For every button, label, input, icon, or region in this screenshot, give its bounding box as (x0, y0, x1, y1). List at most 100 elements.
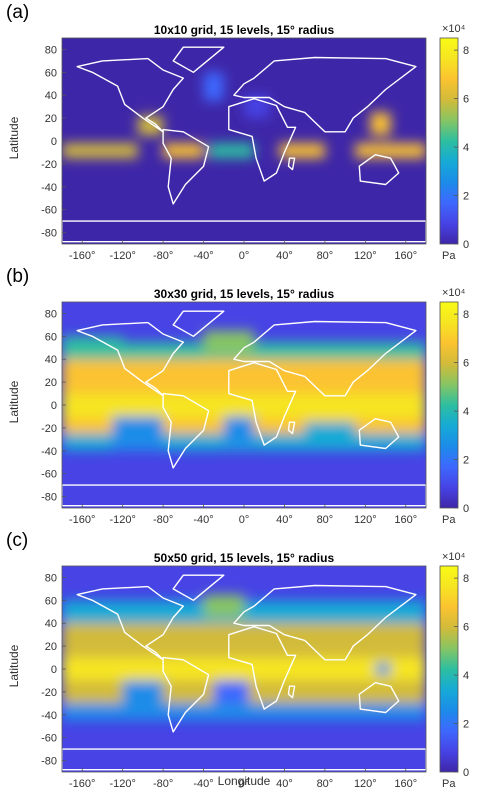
coastline (287, 421, 296, 435)
heatmap-svg: 80 60 40 20 0 -20 -40 -60 -80 -160° -120° -80° -40° 0… (41, 23, 469, 262)
colorbar (439, 565, 459, 773)
y-tick-label: 80 (45, 308, 57, 320)
x-tick-label: 40° (276, 778, 293, 790)
coastline (172, 310, 225, 337)
y-tick-label: -40 (41, 710, 57, 722)
y-tick-label: 60 (45, 67, 57, 79)
y-tick-label: -20 (41, 687, 57, 699)
heatmap-region (304, 422, 356, 446)
colorbar-tick-label: 8 (463, 573, 469, 585)
colorbar-tick-label: 2 (463, 191, 469, 203)
chart-title: 50x50 grid, 15 levels, 15° radius (153, 551, 335, 565)
coastline (172, 46, 225, 73)
y-tick-label: 40 (45, 354, 57, 366)
coastline (233, 584, 417, 661)
x-tick-label: 80° (317, 250, 334, 262)
coastline (76, 57, 184, 133)
panel-c: (c) 50x50 grid, 15 levels, 15° radius La… (0, 528, 500, 796)
panel-label: (b) (6, 266, 30, 287)
panel-label: (a) (6, 2, 30, 23)
colorbar-tick-label: 2 (463, 719, 469, 731)
coastline (76, 321, 184, 397)
x-axis-label: Longitude (217, 774, 271, 788)
y-tick-label: -80 (41, 228, 57, 240)
colorbar-tick-label: 0 (463, 503, 469, 515)
coastline (358, 682, 400, 714)
y-tick-label: -20 (41, 159, 57, 171)
coastline (233, 320, 417, 397)
heatmap-region (208, 143, 255, 159)
x-tick-label: 80° (317, 778, 334, 790)
x-tick-label: -160° (69, 778, 95, 790)
heatmap-region (203, 72, 224, 101)
coastline (162, 128, 210, 205)
x-tick-label: -80° (153, 250, 173, 262)
x-tick-label: -40° (193, 514, 213, 526)
colorbar (439, 37, 459, 245)
x-tick-label: 0° (239, 250, 250, 262)
colorbar-tick-label: 4 (463, 406, 469, 418)
heatmap-region (355, 143, 426, 159)
coastline (287, 685, 296, 699)
coastline (162, 392, 210, 469)
x-tick-label: -80° (153, 514, 173, 526)
y-tick-label: -40 (41, 182, 57, 194)
y-tick-label: -80 (41, 492, 57, 504)
coastline (76, 585, 184, 661)
heatmap-region (62, 657, 426, 681)
y-tick-label: 0 (51, 136, 57, 148)
colorbar-tick-label: 8 (463, 45, 469, 57)
x-tick-label: 160° (394, 250, 417, 262)
y-tick-label: -60 (41, 469, 57, 481)
panel-a: (a) 10x10 grid, 15 levels, 15° radius La… (0, 0, 500, 268)
colorbar-tick-label: 2 (463, 455, 469, 467)
heatmap-region (223, 416, 255, 446)
heatmap-region (370, 112, 391, 136)
coastline (162, 656, 210, 733)
x-tick-label: 40° (276, 250, 293, 262)
x-tick-label: 0° (239, 778, 250, 790)
y-tick-label: 60 (45, 331, 57, 343)
x-tick-label: 0° (239, 514, 250, 526)
y-tick-label: 80 (45, 572, 57, 584)
x-tick-label: 160° (394, 778, 417, 790)
y-tick-label: -80 (41, 756, 57, 768)
colorbar-exponent: ×10⁴ (442, 287, 466, 299)
y-tick-label: 80 (45, 44, 57, 56)
coastline (358, 154, 400, 186)
colorbar (439, 301, 459, 509)
x-tick-label: 80° (317, 514, 334, 526)
coastline (228, 362, 297, 446)
x-tick-label: -160° (69, 514, 95, 526)
heatmap-region (62, 703, 426, 721)
colorbar-tick-label: 8 (463, 309, 469, 321)
y-tick-label: 20 (45, 113, 57, 125)
colorbar-unit: Pa (442, 778, 456, 790)
y-tick-label: 0 (51, 664, 57, 676)
x-tick-label: -120° (109, 514, 135, 526)
y-tick-label: -60 (41, 205, 57, 217)
y-tick-label: -20 (41, 423, 57, 435)
colorbar-tick-label: 6 (463, 622, 469, 634)
y-tick-label: 40 (45, 90, 57, 102)
heatmap-region (163, 143, 204, 159)
coastline (358, 418, 400, 450)
coastline (62, 748, 426, 771)
coastline (172, 574, 225, 601)
x-tick-label: -80° (153, 778, 173, 790)
heatmap-region (62, 143, 138, 159)
y-tick-label: 0 (51, 400, 57, 412)
x-tick-label: 120° (354, 250, 377, 262)
y-tick-label: -40 (41, 446, 57, 458)
chart-title: 30x30 grid, 15 levels, 15° radius (153, 287, 335, 301)
x-tick-label: -160° (69, 250, 95, 262)
heatmap-field (62, 38, 426, 244)
y-tick-label: 60 (45, 595, 57, 607)
colorbar-tick-label: 4 (463, 670, 469, 682)
x-tick-label: -40° (193, 250, 213, 262)
x-tick-label: -120° (109, 250, 135, 262)
heatmap-region (137, 115, 164, 136)
panel-b: (b) 30x30 grid, 15 levels, 15° radius La… (0, 264, 500, 532)
y-tick-label: -60 (41, 733, 57, 745)
